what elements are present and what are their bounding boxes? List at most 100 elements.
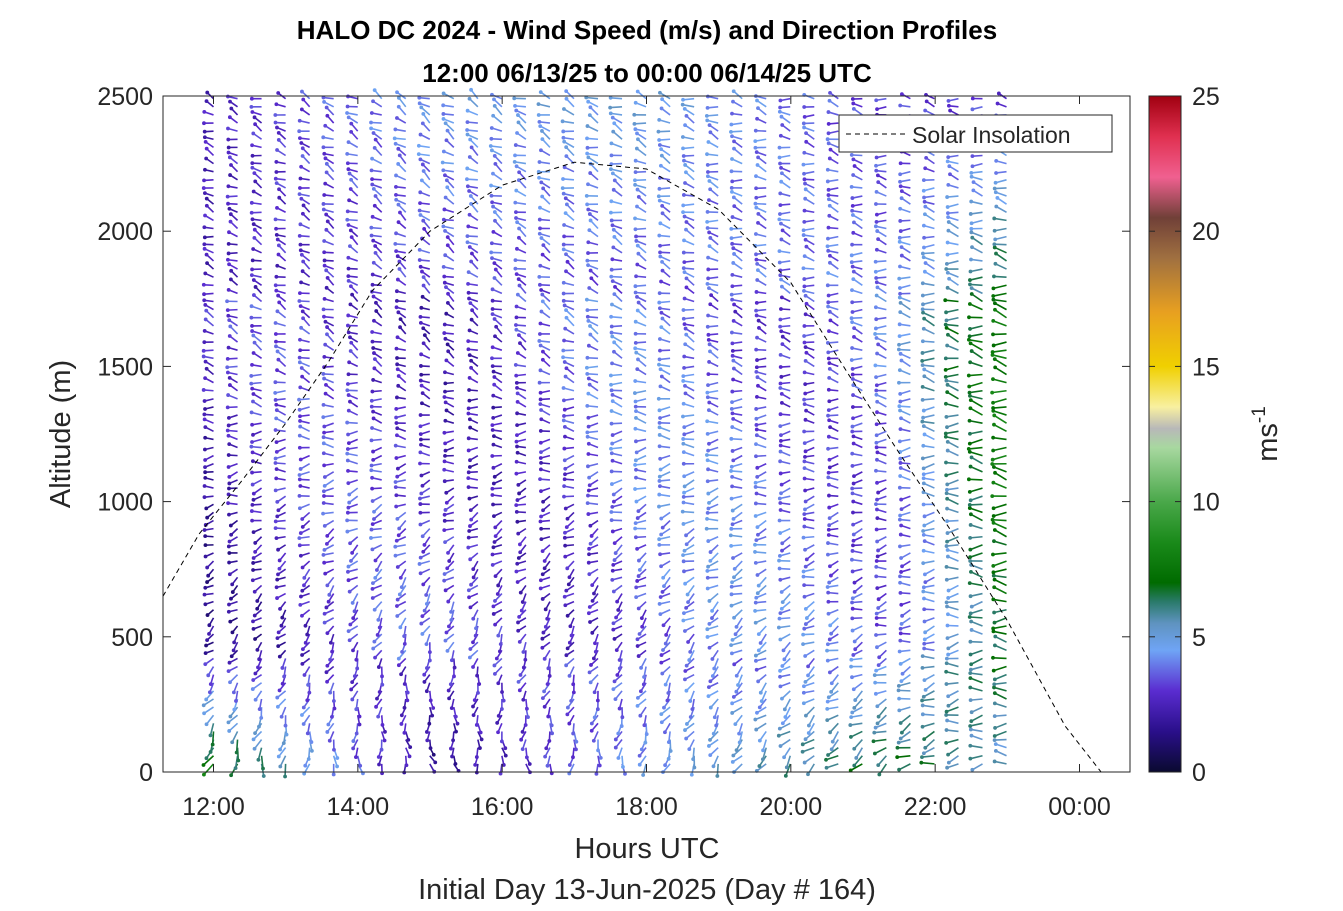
wind-vector-head — [899, 92, 904, 96]
wind-vector-head — [635, 579, 640, 583]
wind-vector-head — [730, 475, 735, 479]
wind-vector-head — [276, 243, 281, 248]
wind-vector-head — [421, 169, 426, 173]
wind-vector-head — [227, 572, 232, 577]
wind-vector-head — [875, 399, 880, 404]
wind-vector-head — [732, 615, 736, 620]
wind-vector-head — [634, 146, 639, 151]
wind-vector-head — [442, 467, 447, 472]
wind-vector-head — [469, 317, 474, 322]
wind-vector-head — [802, 171, 806, 176]
wind-vector — [831, 739, 839, 750]
wind-vector-head — [537, 175, 541, 180]
wind-vector-head — [249, 509, 254, 513]
wind-vector-head — [273, 217, 278, 222]
wind-vector-head — [203, 447, 207, 452]
wind-vector — [565, 146, 575, 157]
wind-vector-head — [585, 371, 590, 376]
wind-vector-head — [466, 436, 471, 441]
wind-vector-head — [706, 337, 711, 342]
wind-vector-head — [440, 160, 445, 165]
wind-vector-head — [404, 763, 409, 768]
wind-vector-head — [324, 161, 329, 166]
wind-vector-head — [491, 393, 496, 398]
wind-vector-head — [302, 673, 307, 677]
wind-vector-head — [298, 484, 303, 488]
wind-vector-head — [780, 171, 784, 176]
wind-vector-head — [597, 763, 602, 768]
wind-vector-head — [276, 91, 281, 95]
wind-vector-head — [584, 297, 589, 302]
wind-vector-head — [202, 292, 206, 297]
wind-vector-head — [898, 219, 903, 223]
wind-vector-head — [348, 622, 353, 627]
wind-vector-head — [826, 413, 830, 418]
wind-vector-head — [851, 543, 855, 548]
wind-vector — [874, 746, 887, 755]
wind-vector-head — [466, 347, 471, 352]
wind-vector — [755, 617, 767, 624]
wind-vector-head — [657, 542, 662, 547]
wind-vector-head — [898, 310, 903, 315]
wind-vector-head — [395, 367, 400, 372]
wind-vector-head — [827, 516, 832, 521]
wind-vector-head — [633, 170, 638, 175]
wind-vector-head — [321, 553, 326, 557]
wind-vector-head — [825, 658, 830, 663]
wind-vector-head — [300, 211, 305, 216]
wind-vector-head — [755, 116, 759, 121]
wind-vector-head — [585, 430, 590, 435]
wind-vector-head — [874, 633, 878, 637]
wind-vector-head — [230, 630, 235, 635]
wind-vector-head — [755, 268, 760, 273]
wind-vector-head — [564, 315, 569, 320]
wind-vector-head — [520, 747, 525, 752]
wind-vector-head — [203, 458, 208, 462]
wind-vector-head — [827, 418, 832, 423]
wind-vector — [231, 731, 239, 743]
wind-vector-head — [804, 139, 809, 144]
wind-vector-head — [549, 723, 554, 728]
wind-vector-head — [681, 495, 686, 499]
wind-vector-head — [518, 550, 523, 555]
wind-vector-head — [297, 473, 302, 477]
wind-vector-head — [251, 556, 256, 560]
wind-vector-head — [850, 429, 855, 434]
wind-vector-head — [228, 680, 232, 685]
wind-vector-head — [471, 575, 476, 580]
wind-vector-head — [708, 737, 712, 742]
wind-vector-head — [420, 391, 425, 396]
wind-vector-head — [513, 363, 518, 367]
wind-vector-head — [591, 656, 596, 661]
wind-vector-head — [874, 502, 878, 507]
wind-vector-head — [433, 760, 438, 765]
wind-vector-head — [539, 180, 544, 185]
wind-vector-head — [232, 707, 237, 712]
wind-vector-head — [562, 407, 567, 412]
wind-vector-head — [898, 408, 902, 413]
wind-vector-head — [465, 128, 470, 132]
wind-vector — [756, 763, 767, 772]
wind-vector-head — [203, 470, 208, 475]
wind-vector-head — [250, 110, 255, 114]
wind-vector-head — [249, 304, 254, 309]
wind-vector-head — [802, 150, 807, 155]
wind-vector-head — [467, 655, 472, 660]
wind-vector-head — [683, 581, 688, 586]
wind-vector-head — [297, 445, 302, 450]
wind-vector-head — [491, 171, 495, 176]
wind-vector-head — [826, 527, 831, 532]
wind-vector-head — [227, 206, 232, 211]
wind-vector-head — [373, 137, 378, 142]
wind-vector-head — [466, 448, 471, 453]
wind-vector-head — [468, 508, 473, 513]
wind-vector-head — [443, 229, 447, 233]
wind-vector-head — [875, 516, 880, 521]
wind-vector-head — [852, 474, 856, 479]
wind-vector-head — [203, 435, 208, 440]
wind-vector-head — [875, 507, 879, 512]
wind-vector-head — [495, 721, 500, 725]
wind-vector-head — [850, 569, 855, 574]
wind-vector-head — [687, 658, 692, 662]
wind-vector-head — [636, 300, 641, 305]
